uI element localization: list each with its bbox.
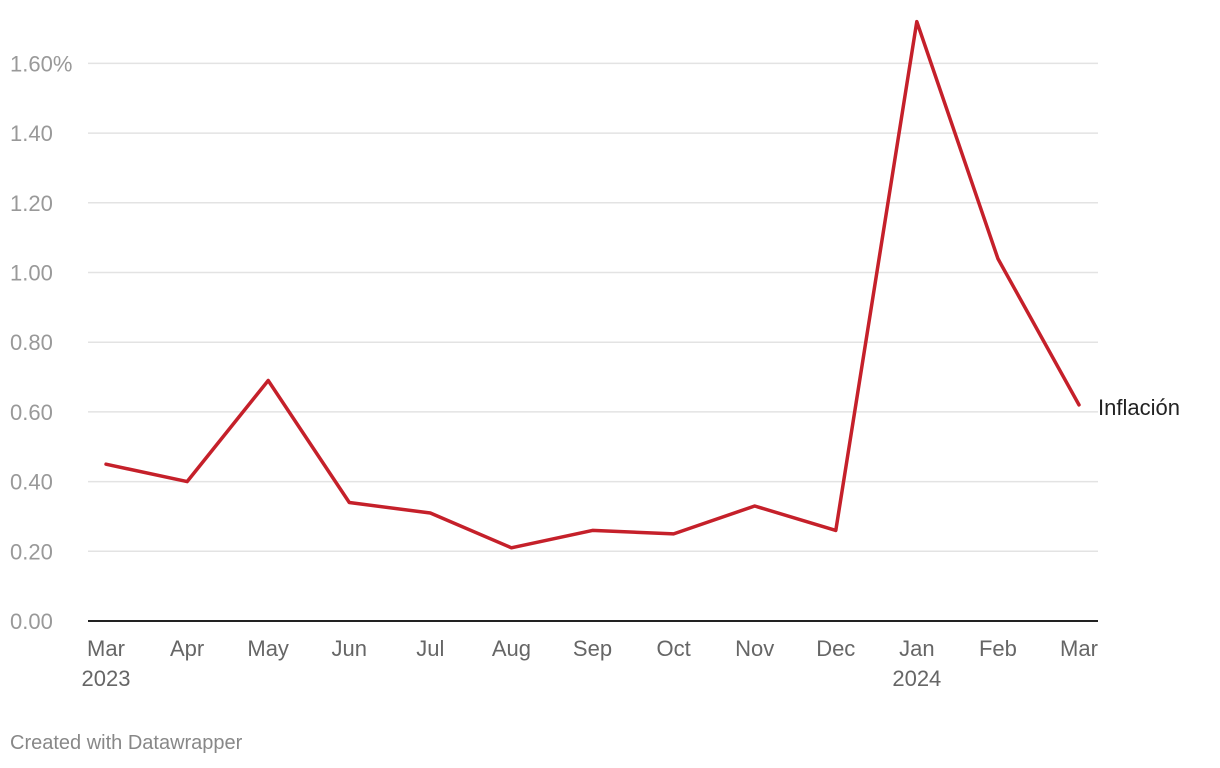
credit-text: Created with Datawrapper (10, 732, 243, 754)
x-tick-label: Nov (735, 636, 774, 661)
x-tick-label: Mar (1060, 636, 1098, 661)
x-tick-year-label: 2023 (82, 666, 131, 691)
series-layer: Inflación (104, 19, 1180, 550)
series-line-inflacion (104, 19, 1081, 550)
y-tick-label: 0.00 (10, 609, 53, 634)
x-tick-year-label: 2024 (892, 666, 941, 691)
x-tick-label: Jun (332, 636, 367, 661)
grid-layer (88, 62, 1098, 553)
x-tick-label: Jan (899, 636, 934, 661)
x-tick-label: Feb (979, 636, 1017, 661)
x-tick-label: May (247, 636, 289, 661)
series-label: Inflación (1098, 395, 1180, 420)
x-tick-label: Jul (416, 636, 444, 661)
x-tick-label: Dec (816, 636, 855, 661)
x-tick-label: Apr (170, 636, 204, 661)
y-tick-label: 1.60% (10, 51, 72, 76)
x-tick-label: Aug (492, 636, 531, 661)
y-tick-label: 1.20 (10, 191, 53, 216)
y-tick-label: 0.20 (10, 539, 53, 564)
y-tick-label: 0.80 (10, 330, 53, 355)
x-tick-label: Oct (656, 636, 690, 661)
y-tick-label: 0.40 (10, 470, 53, 495)
x-axis-ticks: Mar 2023 Apr May Jun Jul Aug Sep Oct Nov Dec Jan 202… (82, 636, 1098, 691)
x-tick-label: Mar (87, 636, 125, 661)
y-tick-label: 0.60 (10, 400, 53, 425)
y-tick-label: 1.00 (10, 261, 53, 286)
x-tick-label: Sep (573, 636, 612, 661)
y-axis-ticks: 0.00 0.20 0.40 0.60 0.80 1.00 1.20 1.40 1.60% (10, 51, 72, 634)
y-tick-label: 1.40 (10, 121, 53, 146)
